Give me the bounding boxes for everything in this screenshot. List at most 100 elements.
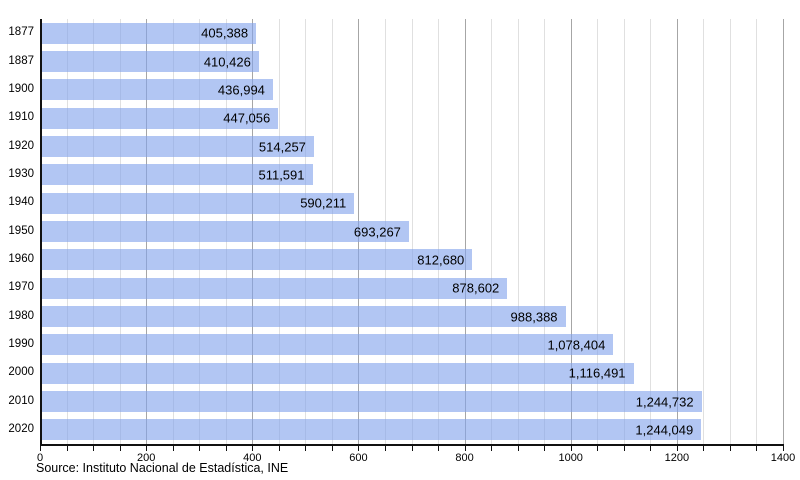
source-caption: Source: Instituto Nacional de Estadístic…: [36, 461, 289, 475]
x-tick-label: 400: [243, 452, 262, 464]
gridline-minor: [623, 19, 625, 444]
gridline-minor: [517, 19, 519, 444]
category-label: 2010: [8, 394, 34, 407]
bar-value-label: 1,116,491: [568, 365, 626, 381]
gridline-minor: [544, 19, 546, 444]
x-axis-tick: [305, 446, 307, 451]
x-axis-line: [40, 444, 784, 446]
x-tick-label: 1000: [558, 452, 583, 464]
bar: 988,388: [41, 306, 566, 327]
x-axis-tick: [119, 446, 121, 451]
x-axis-tick: [783, 446, 784, 451]
x-axis-tick: [544, 446, 546, 451]
x-tick-label: 800: [455, 452, 474, 464]
gridline-minor: [491, 19, 493, 444]
bar-value-label: 514,257: [258, 139, 306, 154]
bar: 511,591: [41, 164, 313, 186]
x-axis-tick: [703, 446, 705, 451]
category-label: 1970: [8, 281, 34, 294]
category-label: 1920: [8, 139, 34, 152]
x-axis-tick: [729, 446, 731, 451]
x-axis-tick: [623, 446, 625, 451]
x-axis-tick: [411, 446, 413, 451]
y-axis-line: [40, 19, 42, 444]
gridline-major: [783, 19, 784, 444]
x-tick-label: 1200: [664, 452, 690, 464]
x-axis-tick: [40, 446, 41, 451]
bar-value-label: 1,078,404: [547, 337, 606, 353]
bar-value-label: 447,056: [223, 110, 271, 126]
x-axis-tick: [146, 446, 148, 451]
category-label: 1900: [8, 82, 34, 95]
bar-value-label: 878,602: [452, 280, 500, 296]
category-label: 2020: [8, 422, 34, 435]
bar-value-label: 436,994: [217, 82, 265, 98]
x-tick-label: 200: [136, 452, 156, 464]
category-label: 1940: [8, 196, 34, 209]
bar: 1,244,732: [41, 391, 702, 412]
category-label: 1930: [8, 167, 34, 180]
gridline-major: [464, 19, 466, 444]
bar: 410,426: [41, 51, 259, 72]
x-axis-tick: [756, 446, 758, 451]
x-axis-tick: [278, 446, 280, 451]
bar: 812,680: [41, 249, 473, 271]
bar-value-label: 812,680: [417, 252, 465, 268]
x-axis-tick: [331, 446, 333, 451]
x-tick-label: 1400: [770, 452, 796, 464]
bar-value-label: 1,244,049: [635, 422, 694, 438]
gridline-minor: [756, 19, 758, 444]
bar: 1,244,049: [41, 419, 702, 441]
bar-value-label: 988,388: [510, 309, 558, 324]
bar: 447,056: [41, 107, 279, 129]
x-axis-tick: [570, 446, 572, 451]
x-axis-tick: [517, 446, 519, 451]
gridline-minor: [650, 19, 652, 444]
bar-value-label: 1,244,732: [635, 394, 694, 409]
bar-value-label: 511,591: [258, 167, 305, 183]
category-label: 1950: [8, 224, 34, 237]
gridline-major: [676, 19, 678, 444]
x-axis-tick: [358, 446, 360, 451]
x-axis-tick: [252, 446, 254, 451]
bar: 1,116,491: [41, 362, 634, 384]
bar: 878,602: [41, 277, 508, 299]
bar: 590,211: [41, 192, 355, 214]
x-axis-tick: [438, 446, 440, 451]
category-label: 1980: [8, 309, 34, 322]
category-label: 1887: [8, 54, 34, 67]
category-label: 1960: [8, 252, 34, 265]
gridline-minor: [438, 19, 440, 444]
bar-value-label: 590,211: [300, 195, 347, 211]
category-label: 1910: [8, 111, 34, 124]
bar: 514,257: [41, 136, 314, 157]
gridline-minor: [703, 19, 705, 444]
bar: 405,388: [41, 22, 257, 44]
gridline-minor: [411, 19, 413, 444]
bar: 1,078,404: [41, 334, 614, 356]
x-axis-tick: [225, 446, 227, 451]
x-axis-tick: [597, 446, 599, 451]
gridline-major: [570, 19, 572, 444]
x-axis-tick: [66, 446, 68, 451]
x-axis-tick: [384, 446, 386, 451]
category-label: 2000: [8, 366, 34, 379]
gridline-minor: [597, 19, 599, 444]
x-tick-label: 600: [349, 452, 368, 464]
x-axis-tick: [676, 446, 678, 451]
gridline-minor: [729, 19, 731, 444]
bar: 436,994: [41, 79, 273, 101]
bar-value-label: 693,267: [353, 224, 401, 239]
x-axis-tick: [172, 446, 174, 451]
bar: 693,267: [41, 221, 409, 242]
category-label: 1877: [8, 26, 34, 39]
bar-value-label: 405,388: [201, 25, 249, 41]
x-axis-tick: [650, 446, 652, 451]
x-tick-label: 0: [36, 452, 44, 464]
bar-value-label: 410,426: [203, 54, 251, 69]
x-axis-tick: [464, 446, 466, 451]
x-axis-tick: [199, 446, 201, 451]
category-label: 1990: [8, 337, 34, 350]
